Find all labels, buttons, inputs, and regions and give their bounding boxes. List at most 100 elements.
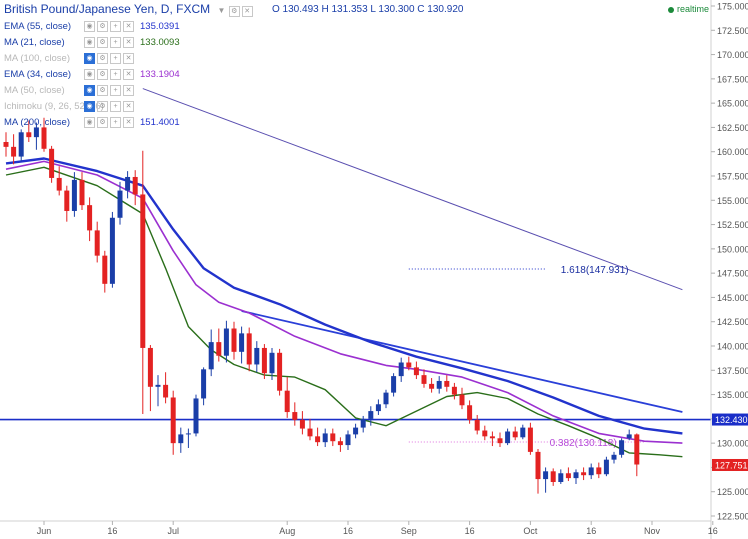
candle-body[interactable] (398, 362, 404, 377)
candle-body[interactable] (269, 352, 275, 374)
y-axis[interactable]: 122.500125.000127.500130.000132.500135.0… (711, 2, 748, 522)
candle-body[interactable] (185, 433, 191, 435)
candle-body[interactable] (596, 467, 602, 475)
candle-body[interactable] (178, 434, 184, 444)
close-icon[interactable]: ✕ (123, 37, 134, 48)
candle-body[interactable] (467, 405, 473, 420)
candle-body[interactable] (581, 472, 587, 476)
candle-body[interactable] (611, 454, 617, 460)
indicator-row[interactable]: EMA (34, close) ◉ ⚙ + ✕ 133.1904 (4, 68, 180, 82)
candle-body[interactable] (140, 194, 146, 348)
candle-body[interactable] (429, 383, 435, 389)
candle-body[interactable] (573, 472, 579, 479)
candle-body[interactable] (497, 438, 503, 444)
settings-icon[interactable]: ⚙ (97, 101, 108, 112)
settings-icon[interactable]: ⚙ (97, 69, 108, 80)
candle-body[interactable] (216, 342, 222, 356)
settings-icon[interactable]: ⚙ (97, 85, 108, 96)
candle-body[interactable] (330, 433, 336, 442)
x-axis[interactable]: Jun 16 Jul Aug 16 Sep 16 Oct 16 Nov 16 (37, 521, 718, 536)
close-icon[interactable]: ✕ (123, 53, 134, 64)
indicator-row[interactable]: MA (50, close) ◉ ⚙ + ✕ (4, 84, 136, 98)
candle-body[interactable] (535, 451, 541, 480)
candle-body[interactable] (246, 333, 252, 365)
candle-body[interactable] (375, 404, 381, 412)
candle-body[interactable] (254, 347, 260, 365)
candle-body[interactable] (406, 362, 412, 368)
candle-body[interactable] (413, 367, 419, 376)
candle-body[interactable] (102, 255, 108, 284)
indicator-row[interactable]: EMA (55, close) ◉ ⚙ + ✕ 135.0391 (4, 20, 180, 34)
candle-body[interactable] (360, 418, 366, 428)
indicator-row[interactable]: Ichimoku (9, 26, 52, 26)◉ ⚙ + ✕ (4, 100, 136, 114)
candle-body[interactable] (634, 434, 640, 465)
eye-icon[interactable]: ◉ (84, 37, 95, 48)
eye-icon[interactable]: ◉ (84, 53, 95, 64)
indicator-row[interactable]: MA (100, close) ◉ ⚙ + ✕ (4, 52, 136, 66)
eye-icon[interactable]: ◉ (84, 21, 95, 32)
candle-body[interactable] (520, 427, 526, 438)
candle-body[interactable] (353, 427, 359, 435)
candle-body[interactable] (489, 436, 495, 439)
candle-body[interactable] (307, 428, 313, 437)
candle-body[interactable] (558, 473, 564, 482)
candle-body[interactable] (299, 419, 305, 429)
trendline[interactable] (241, 310, 683, 413)
candle-body[interactable] (436, 380, 442, 389)
candle-body[interactable] (56, 177, 62, 191)
settings-icon[interactable]: ⚙ (97, 117, 108, 128)
candle-body[interactable] (201, 369, 207, 399)
candle-body[interactable] (239, 333, 245, 352)
candle-body[interactable] (33, 127, 39, 138)
candle-body[interactable] (292, 412, 298, 420)
add-icon[interactable]: + (110, 21, 121, 32)
candle-body[interactable] (117, 190, 123, 218)
candle-body[interactable] (284, 390, 290, 413)
moving-average-line[interactable] (5, 166, 683, 458)
candle-body[interactable] (11, 146, 17, 157)
candle-body[interactable] (421, 375, 427, 384)
candle-body[interactable] (277, 352, 283, 391)
candle-body[interactable] (588, 467, 594, 476)
candle-body[interactable] (208, 342, 214, 370)
indicator-row[interactable]: MA (200, close) ◉ ⚙ + ✕ 151.4001 (4, 116, 180, 130)
eye-icon[interactable]: ◉ (84, 117, 95, 128)
candle-body[interactable] (474, 419, 480, 431)
candle-body[interactable] (322, 433, 328, 443)
candle-body[interactable] (94, 230, 100, 256)
candle-body[interactable] (132, 176, 138, 195)
candle-body[interactable] (64, 190, 70, 211)
candle-body[interactable] (626, 434, 632, 439)
candle-body[interactable] (527, 427, 533, 452)
settings-icon[interactable]: ⚙ (97, 37, 108, 48)
candle-body[interactable] (345, 434, 351, 446)
candle-body[interactable] (109, 217, 115, 284)
settings-icon[interactable]: ⚙ (97, 53, 108, 64)
candle-body[interactable] (315, 436, 321, 443)
symbol-title[interactable]: British Pound/Japanese Yen, D, FXCM ▼ ⚙ ✕ (4, 2, 255, 17)
candle-body[interactable] (49, 148, 55, 178)
candle-body[interactable] (71, 179, 77, 211)
eye-icon[interactable]: ◉ (84, 69, 95, 80)
candle-body[interactable] (231, 328, 237, 352)
close-icon[interactable]: ✕ (123, 69, 134, 80)
candle-body[interactable] (368, 411, 374, 419)
candle-body[interactable] (565, 473, 571, 479)
candle-body[interactable] (451, 386, 457, 395)
close-icon[interactable]: ✕ (123, 85, 134, 96)
settings-icon[interactable]: ⚙ (97, 21, 108, 32)
add-icon[interactable]: + (110, 101, 121, 112)
candle-body[interactable] (550, 471, 556, 482)
eye-icon[interactable]: ◉ (84, 85, 95, 96)
close-icon[interactable]: ✕ (241, 6, 253, 17)
candle-body[interactable] (125, 176, 131, 191)
add-icon[interactable]: + (110, 37, 121, 48)
candle-body[interactable] (512, 431, 518, 438)
candle-body[interactable] (193, 398, 199, 434)
candle-body[interactable] (482, 430, 488, 437)
candle-body[interactable] (87, 205, 93, 231)
add-icon[interactable]: + (110, 69, 121, 80)
close-icon[interactable]: ✕ (123, 117, 134, 128)
candle-body[interactable] (337, 441, 343, 446)
